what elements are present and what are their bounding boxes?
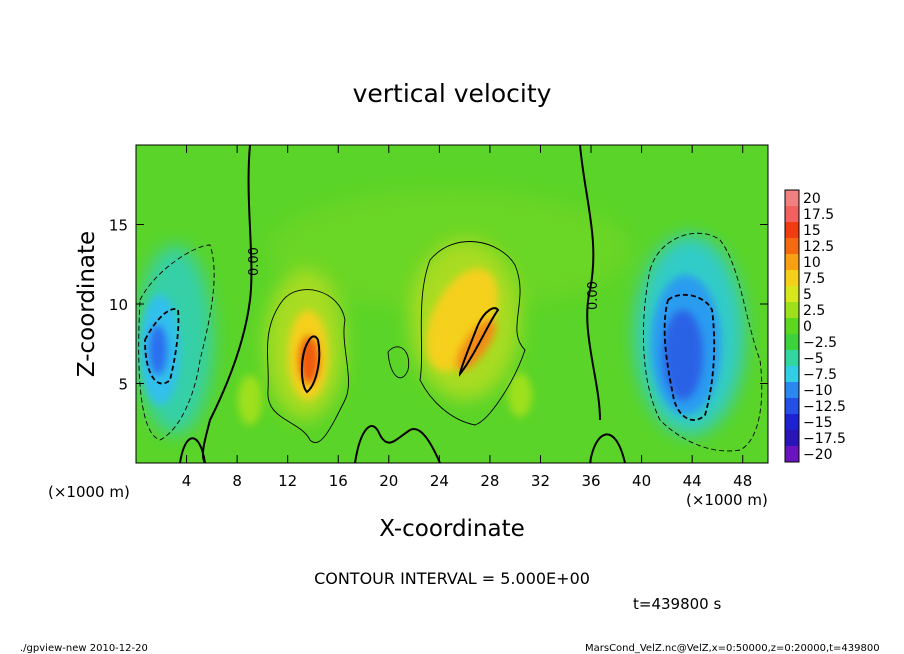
contour-label-left: 0.00	[247, 247, 262, 276]
colorbar-swatch	[785, 446, 799, 463]
x-tick-label: 48	[733, 472, 752, 490]
colorbar-label: −10	[803, 383, 833, 399]
footer-right: MarsCond_VelZ.nc@VelZ,x=0:50000,z=0:2000…	[585, 643, 880, 654]
z-tick-label: 10	[109, 296, 128, 314]
colorbar-label: 5	[803, 287, 812, 303]
colorbar-swatch	[785, 238, 799, 255]
colorbar-swatch	[785, 366, 799, 383]
colorbar-swatch	[785, 382, 799, 399]
x-unit-left: (×1000 m)	[48, 483, 130, 501]
colorbar-label: −5	[803, 351, 824, 367]
plot-area: 0.00 0.00	[136, 145, 768, 463]
colorbar-label: 7.5	[803, 271, 825, 287]
x-tick-label: 40	[632, 472, 651, 490]
colorbar-swatch	[785, 286, 799, 303]
x-tick-label: 20	[379, 472, 398, 490]
colorbar-label: −20	[803, 447, 833, 463]
footer-left: ./gpview-new 2010-12-20	[20, 643, 148, 654]
x-ticks: 4 8 12 16 20 24 28 32 36 40 44 48	[182, 145, 752, 490]
colorbar-label: 0	[803, 319, 812, 335]
x-unit-right: (×1000 m)	[686, 491, 768, 509]
colorbar-label: 2.5	[803, 303, 825, 319]
colorbar-label: −2.5	[803, 335, 837, 351]
colorbar-swatch	[785, 254, 799, 271]
colorbar-label: 12.5	[803, 239, 834, 255]
colorbar-swatch	[785, 222, 799, 239]
colorbar-frame	[784, 189, 800, 463]
x-tick-label: 28	[480, 472, 499, 490]
colorbar-label: 15	[803, 223, 821, 239]
x-axis-label: X-coordinate	[379, 516, 525, 542]
colorbar-swatch	[785, 350, 799, 367]
x-tick-label: 16	[329, 472, 348, 490]
colorbar-label: 17.5	[803, 207, 834, 223]
colorbar-swatch	[785, 270, 799, 287]
colorbar-swatch	[785, 414, 799, 431]
z-tick-label: 15	[109, 217, 128, 235]
x-tick-label: 24	[430, 472, 449, 490]
colorbar-label: 20	[803, 191, 821, 207]
colorbar-label: −12.5	[803, 399, 846, 415]
x-tick-label: 36	[581, 472, 600, 490]
colorbar-swatch	[785, 430, 799, 447]
colorbar-label: −7.5	[803, 367, 837, 383]
colorbar-swatch	[785, 398, 799, 415]
contour-interval: CONTOUR INTERVAL = 5.000E+00	[314, 569, 590, 588]
x-tick-label: 4	[182, 472, 192, 490]
z-axis-label: Z-coordinate	[74, 231, 100, 377]
x-tick-label: 32	[531, 472, 550, 490]
colorbar-label: −15	[803, 415, 833, 431]
colorbar: 2017.51512.5107.552.50−2.5−5−7.5−10−12.5…	[784, 189, 846, 463]
z-tick-label: 5	[118, 376, 128, 394]
colorbar-swatch	[785, 206, 799, 223]
chart-title: vertical velocity	[353, 79, 552, 108]
x-tick-label: 12	[278, 472, 297, 490]
colorbar-swatch	[785, 190, 799, 207]
colorbar-label: 10	[803, 255, 821, 271]
z-ticks: 5 10 15	[109, 217, 768, 394]
colorbar-swatch	[785, 334, 799, 351]
time-label: t=439800 s	[633, 595, 721, 613]
colorbar-swatch	[785, 318, 799, 335]
contour-label-right: 0.00	[586, 281, 601, 310]
x-tick-label: 44	[683, 472, 702, 490]
x-tick-label: 8	[232, 472, 242, 490]
colorbar-swatch	[785, 302, 799, 319]
colorbar-label: −17.5	[803, 431, 846, 447]
